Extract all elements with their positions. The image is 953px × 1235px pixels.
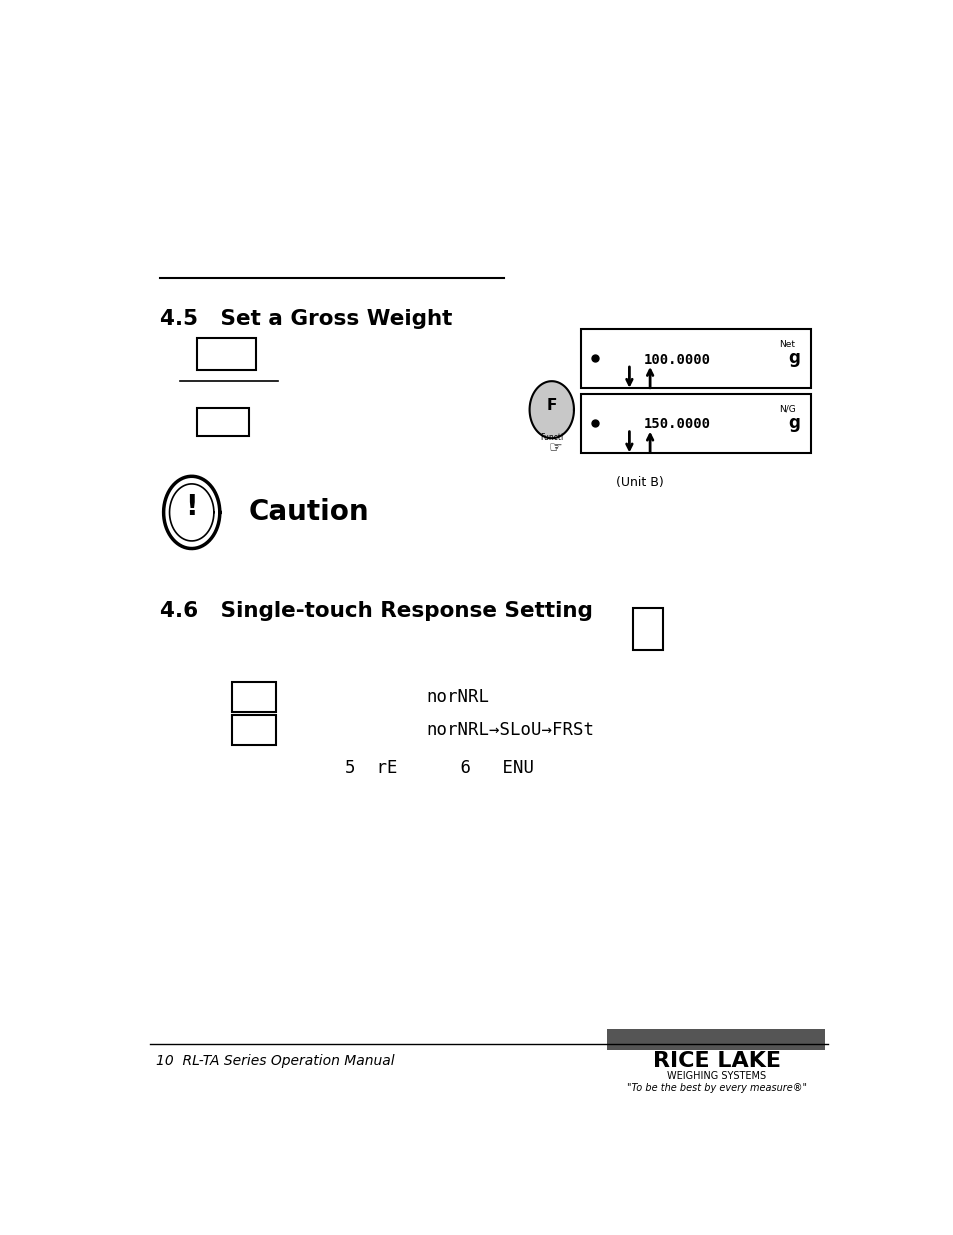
- FancyBboxPatch shape: [633, 609, 662, 651]
- Text: 10  RL-TA Series Operation Manual: 10 RL-TA Series Operation Manual: [156, 1055, 395, 1068]
- FancyBboxPatch shape: [196, 408, 249, 436]
- FancyBboxPatch shape: [606, 1029, 824, 1050]
- FancyBboxPatch shape: [580, 329, 810, 388]
- Text: RICE LAKE: RICE LAKE: [652, 1051, 780, 1071]
- Text: norNRL: norNRL: [426, 688, 489, 706]
- Text: WEIGHING SYSTEMS: WEIGHING SYSTEMS: [666, 1071, 765, 1082]
- Text: g: g: [787, 414, 800, 432]
- Text: 4.5   Set a Gross Weight: 4.5 Set a Gross Weight: [160, 310, 452, 330]
- Text: Net: Net: [779, 341, 795, 350]
- Text: Caution: Caution: [249, 499, 369, 526]
- FancyBboxPatch shape: [196, 338, 255, 369]
- Text: ☞: ☞: [548, 440, 561, 456]
- Text: "To be the best by every measure®": "To be the best by every measure®": [626, 1083, 806, 1093]
- Text: 5  rE      6   ENU: 5 rE 6 ENU: [344, 760, 533, 777]
- FancyBboxPatch shape: [232, 682, 275, 713]
- Text: 100.0000: 100.0000: [643, 352, 710, 367]
- FancyBboxPatch shape: [580, 394, 810, 452]
- Text: 4.6   Single-touch Response Setting: 4.6 Single-touch Response Setting: [160, 601, 592, 621]
- Text: F: F: [546, 399, 557, 414]
- FancyBboxPatch shape: [232, 715, 275, 746]
- Text: !: !: [185, 493, 198, 521]
- Text: 150.0000: 150.0000: [643, 417, 710, 431]
- Text: norNRL→SLoU→FRSt: norNRL→SLoU→FRSt: [426, 721, 594, 740]
- Text: N/G: N/G: [779, 405, 796, 414]
- Text: (Unit B): (Unit B): [616, 477, 663, 489]
- Text: Functi: Functi: [539, 432, 563, 442]
- Polygon shape: [529, 382, 574, 438]
- Text: g: g: [787, 350, 800, 367]
